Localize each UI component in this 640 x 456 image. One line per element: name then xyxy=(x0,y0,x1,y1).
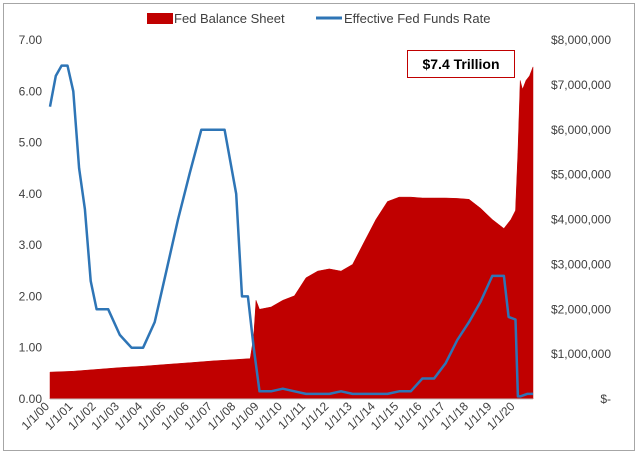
left-y-tick-label: 3.00 xyxy=(19,238,43,252)
legend-label-fed-funds-rate: Effective Fed Funds Rate xyxy=(344,11,490,26)
balance-sheet-area-layer xyxy=(49,66,534,400)
right-y-tick-label: $6,000,000 xyxy=(551,123,611,137)
left-y-tick-label: 6.00 xyxy=(19,84,43,98)
left-y-tick-label: 0.00 xyxy=(19,392,43,406)
legend-label-balance-sheet: Fed Balance Sheet xyxy=(174,11,285,26)
legend-swatch-balance-sheet xyxy=(147,13,173,24)
right-y-tick-label: $5,000,000 xyxy=(551,168,611,182)
legend: Fed Balance Sheet Effective Fed Funds Ra… xyxy=(147,11,490,26)
right-y-tick-label: $3,000,000 xyxy=(551,257,611,271)
left-y-tick-label: 2.00 xyxy=(19,289,43,303)
callout-annotation: $7.4 Trillion xyxy=(407,50,515,78)
right-y-tick-label: $8,000,000 xyxy=(551,33,611,47)
right-y-tick-label: $2,000,000 xyxy=(551,302,611,316)
fed-funds-rate-line xyxy=(48,64,533,398)
balance-sheet-area xyxy=(49,66,534,400)
left-y-tick-label: 1.00 xyxy=(19,341,43,355)
left-y-tick-label: 5.00 xyxy=(19,136,43,150)
right-y-axis: $- $1,000,000 $2,000,000 $3,000,000 $4,000,0… xyxy=(551,33,611,406)
right-y-tick-label: $1,000,000 xyxy=(551,347,611,361)
left-y-tick-label: 4.00 xyxy=(19,187,43,201)
left-y-axis: 0.00 1.00 2.00 3.00 4.00 5.00 6.00 7.00 xyxy=(19,33,43,406)
x-axis: 1/1/001/1/011/1/021/1/031/1/041/1/051/1/… xyxy=(19,398,533,433)
left-y-tick-label: 7.00 xyxy=(19,33,43,47)
fed-funds-line-layer xyxy=(48,64,533,398)
right-y-tick-label: $- xyxy=(600,392,611,406)
right-y-tick-label: $7,000,000 xyxy=(551,78,611,92)
right-y-tick-label: $4,000,000 xyxy=(551,213,611,227)
